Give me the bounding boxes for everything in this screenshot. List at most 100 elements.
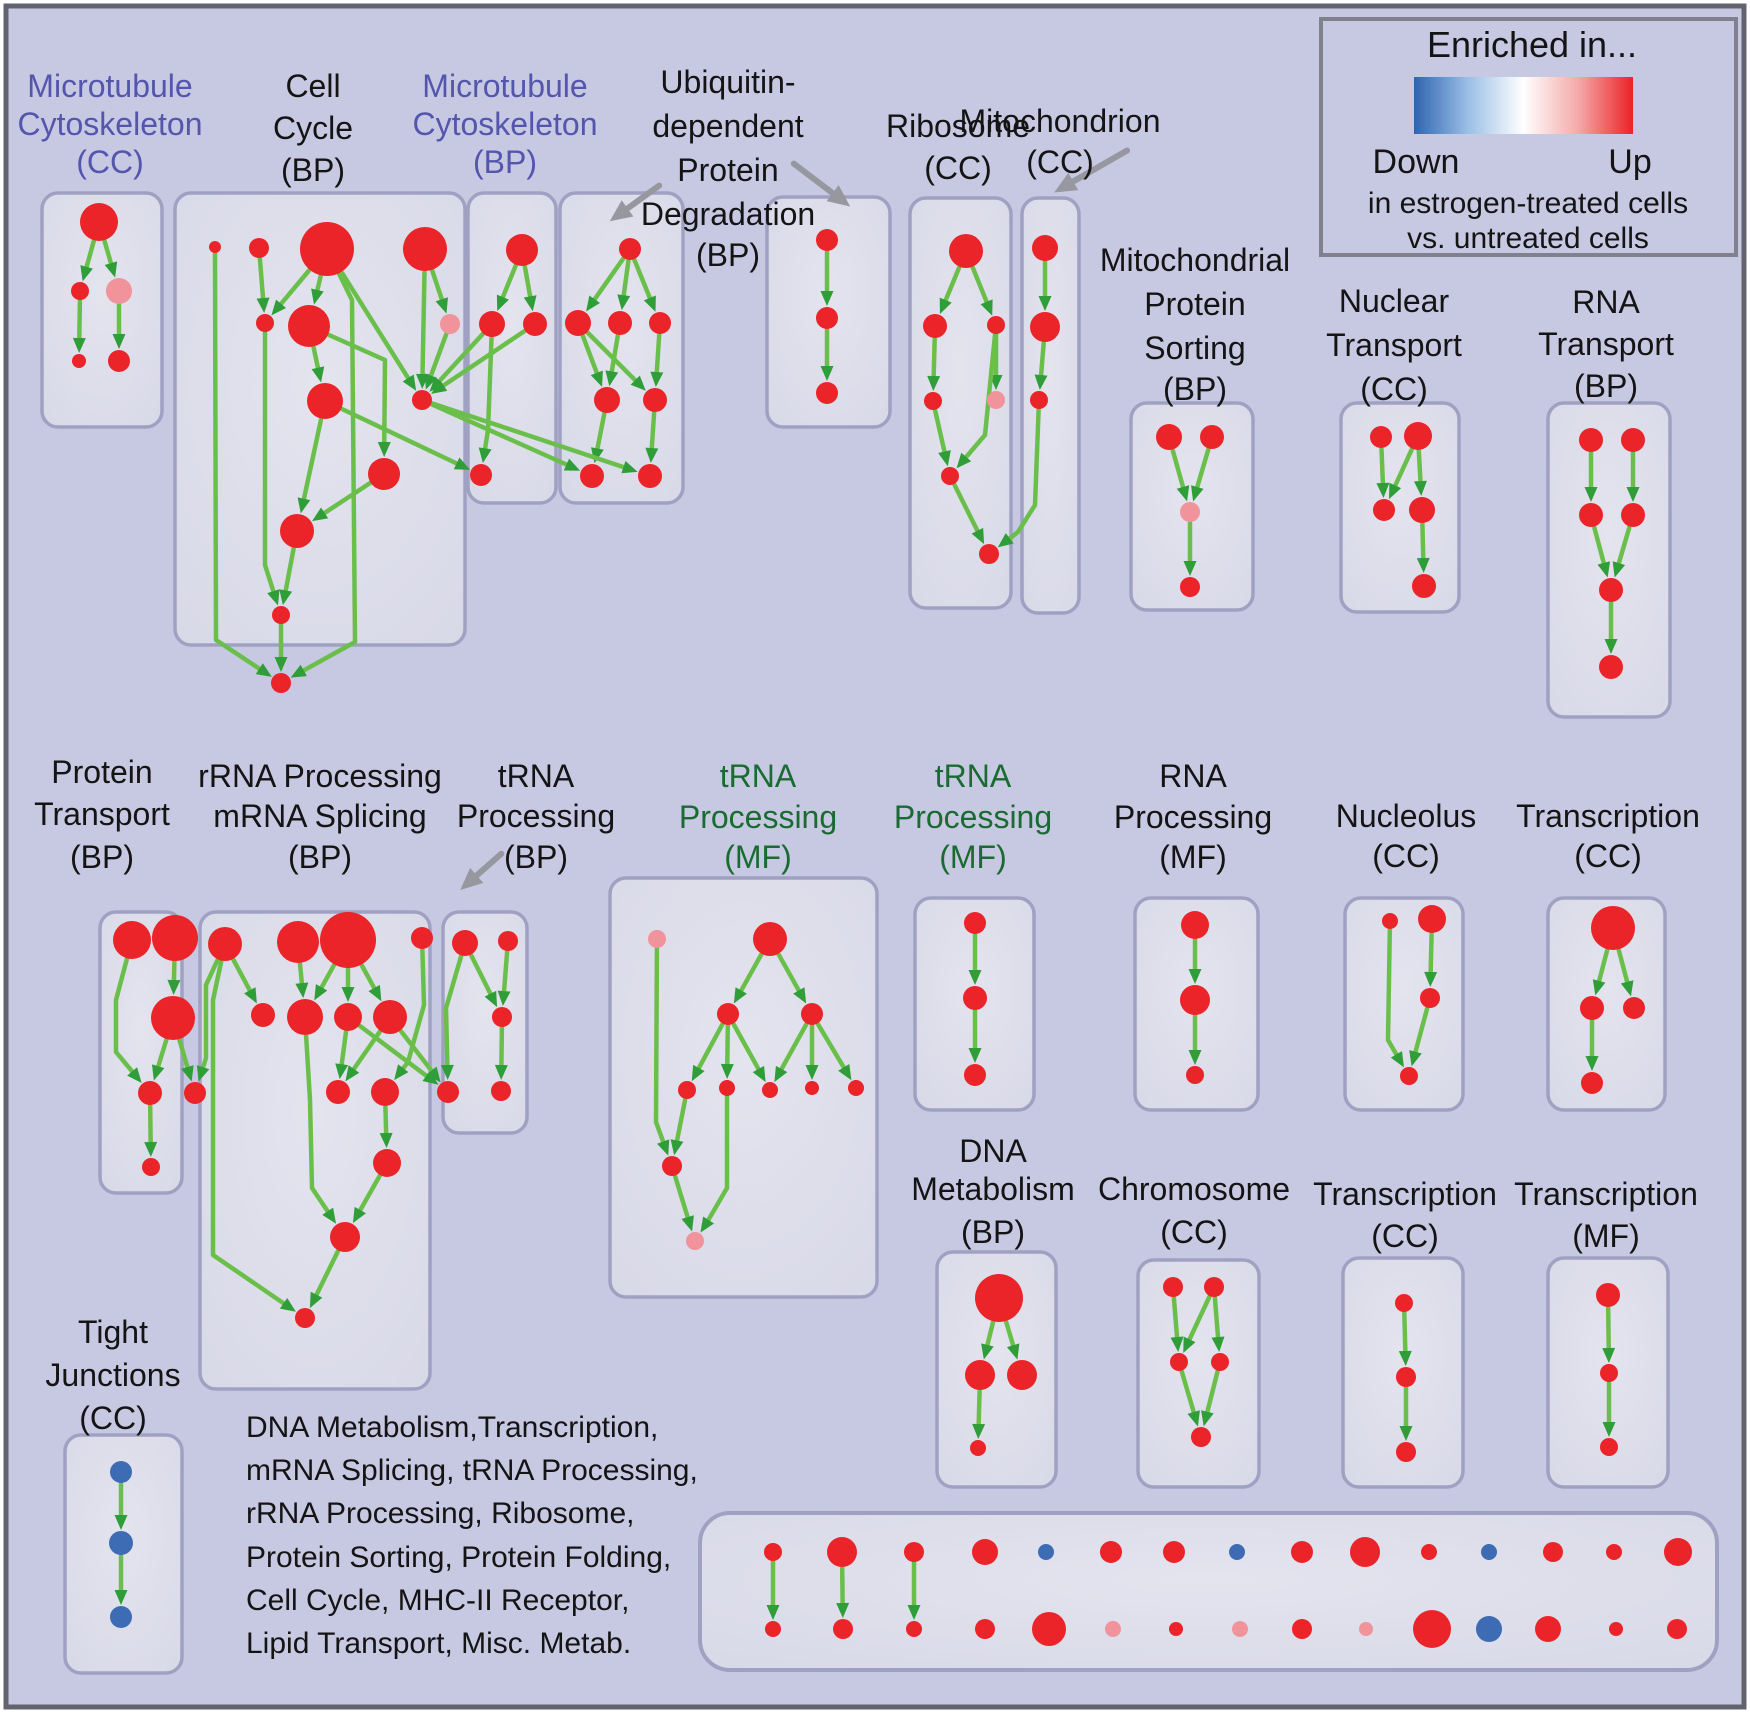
edge-trna-processing-mf-a-arrowhead [681,1215,694,1232]
edge-trna-processing-mf-a-arrowhead [700,1216,715,1233]
legend-gradient-bar [1414,77,1633,134]
edge-transcription-cc-bottom [1402,1310,1408,1360]
edge-rrna-processing-mrna-splicing-bp-arrowhead [341,987,355,1002]
group-box-nucleolus-cc [1343,896,1465,1112]
edge-cell-cycle-bp-arrowhead [267,589,280,606]
edge-rrna-processing-mrna-splicing-bp-arrowhead [314,984,328,1001]
edge-trna-processing-bp [501,949,510,1000]
node-trna-processing-mf-a-5 [719,1080,735,1096]
edge-ribosome-cc-arrowhead [956,452,972,469]
edge-trna-processing-mf-a [736,952,764,998]
edge-ubiquitin-degradation-a-arrowhead [630,375,646,391]
node-ribosome-cc-3 [924,392,942,410]
edge-microtubule-cytoskeleton-bp [522,264,534,305]
group-label-mitochondrial-protein-sorting-bp: Protein [1144,286,1245,322]
node-protein-transport-bp-5 [142,1158,160,1176]
edge-mitochondrion-cc [1038,340,1046,384]
node-mitochondrial-protein-sorting-bp-2 [1180,502,1200,522]
node-trna-processing-mf-a-7 [805,1081,819,1095]
edge-mitochondrial-protein-sorting-bp-arrowhead [1191,485,1204,502]
cross-edge-arrowhead [196,1065,210,1082]
group-label-protein-transport-bp: (BP) [70,839,134,875]
group-label-mitochondrion-cc: (CC) [1026,144,1094,180]
legend-down-label: Down [1373,143,1460,181]
pointer-arrow-1 [790,160,843,202]
edge-ribosome-cc-arrowhead [971,527,985,545]
group-label-chromosome-cc: (CC) [1160,1214,1228,1250]
node-trna-processing-mf-a-3 [801,1003,823,1025]
node-trna-processing-mf-b-1 [963,986,987,1010]
node-trna-processing-mf-b-0 [964,912,986,934]
edge-protein-transport-bp-arrowhead [167,979,181,996]
group-label-rna-processing-mf: RNA [1159,758,1227,794]
edge-cell-cycle-bp [317,481,373,519]
node-tight-junctions-cc-1 [109,1531,133,1555]
group-box-chromosome-cc [1136,1258,1261,1489]
node-microtubule-cytoskeleton-bp-1 [479,311,505,337]
edge-microtubule-cytoskeleton-cc-arrowhead [104,261,118,278]
edge-protein-transport-bp-arrowhead [151,1064,165,1081]
group-label-protein-transport-bp: Protein [51,754,152,790]
edge-dna-metabolism-bp-arrowhead [1006,1343,1020,1360]
node-mitochondrion-cc-2 [1030,391,1048,409]
edge-cell-cycle-bp [274,268,312,311]
node-rrna-processing-mrna-splicing-bp-2 [320,912,376,968]
node-rrna-processing-mrna-splicing-bp-5 [287,999,323,1035]
edge-ubiquitin-degradation-a [594,411,607,457]
group-label-ribosome-cc: Ribosome [886,108,1030,144]
node-transcription-cc-bottom-0 [1395,1294,1413,1312]
edge-trna-processing-bp-arrowhead [497,990,511,1007]
edge-chromosome-cc-arrowhead [1187,1410,1200,1427]
floating-label-0: Protein [677,152,778,188]
node-trna-processing-bp-2 [492,1007,512,1027]
node-rrna-processing-mrna-splicing-bp-0 [208,927,242,961]
edge-ubiquitin-degradation-a [654,332,662,381]
node-ribosome-cc-0 [949,234,983,268]
edge-cell-cycle-bp [212,251,267,675]
group-label-trna-processing-bp: tRNA [498,758,575,794]
group-label-microtubule-cytoskeleton-bp: (BP) [473,144,537,180]
edge-cell-cycle-bp [326,332,388,451]
edge-rrna-processing-mrna-splicing-bp-arrowhead [335,1063,349,1080]
node-rna-processing-mf-1 [1180,985,1210,1015]
node-nuclear-transport-cc-1 [1404,422,1432,450]
matrix-bottom-node-12 [1535,1616,1561,1642]
group-label-rna-transport-bp: Transport [1538,326,1674,362]
edge-cell-cycle-bp-arrowhead [312,507,329,522]
group-box-rrna-processing-mrna-splicing-bp [198,910,432,1391]
node-dna-metabolism-bp-2 [1007,1360,1037,1390]
edge-trna-processing-mf-a [673,1097,688,1149]
edge-dna-metabolism-bp [976,1388,982,1433]
edge-nucleolus-cc [1428,931,1434,981]
edge-trna-processing-mf-a [672,1174,692,1226]
edge-nucleolus-cc [1411,1006,1430,1060]
matrix-bottom-node-2 [906,1621,922,1637]
group-label-nuclear-transport-cc: (CC) [1360,371,1428,407]
node-protein-transport-bp-3 [138,1081,162,1105]
edge-nuclear-transport-cc [1379,446,1386,492]
matrix-bottom-node-14 [1667,1619,1687,1639]
edge-mitochondrial-protein-sorting-bp-arrowhead [1183,561,1197,576]
node-trna-processing-bp-0 [452,930,478,956]
matrix-bottom-node-6 [1169,1622,1183,1636]
matrix-top-node-0 [764,1543,782,1561]
node-protein-transport-bp-2 [151,996,195,1040]
edge-trna-processing-bp [499,1025,505,1074]
node-nucleolus-cc-2 [1420,988,1440,1008]
edge-trna-processing-mf-a-arrowhead [774,1065,788,1083]
edge-nucleolus-cc-arrowhead [1424,971,1438,988]
matrix-top-node-7 [1229,1544,1245,1560]
edge-microtubule-cytoskeleton-bp-arrowhead [496,294,509,312]
node-cell-cycle-bp-11 [272,606,290,624]
cross-edge-arrowhead [563,458,581,471]
group-label-dna-metabolism-bp: DNA [959,1133,1027,1169]
edge-ribosome-cc-arrowhead [938,450,951,467]
edge-transcription-mf-arrowhead [1602,1347,1616,1364]
node-trna-processing-mf-a-9 [662,1156,682,1176]
node-trna-processing-mf-b-2 [964,1064,986,1086]
node-cell-cycle-bp-10 [280,514,314,548]
node-protein-transport-bp-0 [113,921,151,959]
edge-ubiquitin-degradation-a [649,410,657,457]
group-label-tight-junctions-cc: (CC) [79,1400,147,1436]
node-dna-metabolism-bp-1 [965,1360,995,1390]
